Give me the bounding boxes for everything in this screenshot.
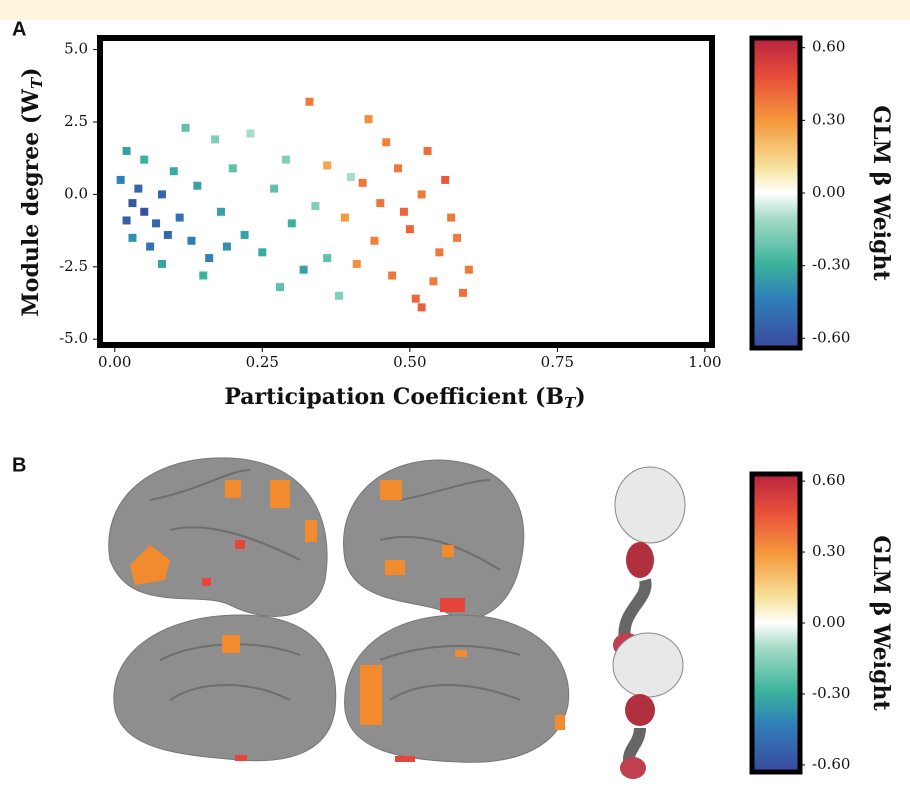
cell bbox=[270, 185, 278, 193]
x-tick-label: 0.75 bbox=[541, 353, 574, 371]
cell bbox=[435, 248, 443, 256]
cell bbox=[140, 208, 148, 216]
cell bbox=[406, 225, 414, 233]
y-tick-label: -5.0 bbox=[59, 329, 88, 347]
cell bbox=[376, 199, 384, 207]
cell bbox=[211, 135, 219, 143]
cell bbox=[424, 147, 432, 155]
cell bbox=[170, 167, 178, 175]
x-tick-label: 0.25 bbox=[246, 353, 279, 371]
cell bbox=[140, 156, 148, 164]
y-tick-label: 2.5 bbox=[64, 112, 88, 130]
cell bbox=[429, 277, 437, 285]
cell bbox=[241, 231, 249, 239]
x-tick-label: 1.00 bbox=[688, 353, 721, 371]
cell bbox=[128, 199, 136, 207]
cell bbox=[323, 254, 331, 262]
colorbar-tick-label: 0.00 bbox=[812, 183, 845, 201]
cell bbox=[347, 173, 355, 181]
colorbar-tick-label: 0.60 bbox=[812, 471, 845, 489]
colorbar-tick-label: 0.60 bbox=[812, 38, 845, 56]
panel-letter: B bbox=[12, 454, 26, 476]
cell bbox=[441, 176, 449, 184]
cell bbox=[187, 237, 195, 245]
cell bbox=[382, 138, 390, 146]
cell bbox=[246, 130, 254, 138]
colorbar-label: GLM β Weight bbox=[868, 105, 894, 281]
figure: A B Participation Coefficient (BT) Modul… bbox=[0, 0, 910, 790]
panel-letter: A bbox=[12, 18, 26, 40]
x-tick-label: 0.50 bbox=[393, 353, 426, 371]
cell bbox=[229, 164, 237, 172]
cell bbox=[370, 237, 378, 245]
plot-marks bbox=[117, 98, 473, 312]
cell bbox=[164, 231, 172, 239]
colorbar-tick-label: 0.30 bbox=[812, 110, 845, 128]
colorbar-tick-label: -0.30 bbox=[812, 256, 850, 274]
colorbar-tick-label: -0.60 bbox=[812, 755, 850, 773]
y-axis-label: Module degree (WT) bbox=[18, 67, 46, 316]
plot-frame bbox=[100, 38, 712, 345]
cell bbox=[418, 303, 426, 311]
y-tick-label: 5.0 bbox=[64, 40, 88, 58]
cell bbox=[447, 214, 455, 222]
x-tick-label: 0.00 bbox=[98, 353, 131, 371]
cell bbox=[394, 164, 402, 172]
colorbar-tick-label: 0.30 bbox=[812, 542, 845, 560]
cell bbox=[459, 289, 467, 297]
colorbar bbox=[752, 38, 800, 348]
cell bbox=[341, 214, 349, 222]
cell bbox=[465, 266, 473, 274]
cell bbox=[300, 266, 308, 274]
cell bbox=[223, 243, 231, 251]
colorbar-tick-label: 0.00 bbox=[812, 613, 845, 631]
cell bbox=[288, 219, 296, 227]
cell bbox=[123, 147, 131, 155]
cell bbox=[193, 182, 201, 190]
cell bbox=[128, 234, 136, 242]
colorbar-tick-label: -0.30 bbox=[812, 684, 850, 702]
colorbar bbox=[752, 474, 800, 772]
top-band bbox=[0, 0, 910, 20]
cell bbox=[152, 219, 160, 227]
cell bbox=[323, 161, 331, 169]
y-tick-label: -2.5 bbox=[59, 257, 88, 275]
colorbar-tick-label: -0.60 bbox=[812, 328, 850, 346]
cell bbox=[158, 260, 166, 268]
cell bbox=[123, 216, 131, 224]
cell bbox=[146, 243, 154, 251]
cell bbox=[134, 185, 142, 193]
x-axis-label: Participation Coefficient (BT) bbox=[224, 384, 585, 412]
cell bbox=[353, 260, 361, 268]
cell bbox=[359, 179, 367, 187]
cell bbox=[388, 271, 396, 279]
cell bbox=[306, 98, 314, 106]
cell bbox=[276, 283, 284, 291]
cell bbox=[205, 254, 213, 262]
cell bbox=[117, 176, 125, 184]
cell bbox=[199, 271, 207, 279]
cell bbox=[182, 124, 190, 132]
cell bbox=[176, 214, 184, 222]
cell bbox=[311, 202, 319, 210]
colorbar-label: GLM β Weight bbox=[868, 535, 894, 711]
cell bbox=[158, 190, 166, 198]
y-tick-label: 0.0 bbox=[64, 184, 88, 202]
cell bbox=[335, 292, 343, 300]
cell bbox=[258, 248, 266, 256]
cell bbox=[400, 208, 408, 216]
cell bbox=[217, 208, 225, 216]
cell bbox=[282, 156, 290, 164]
brain-images bbox=[109, 458, 685, 779]
cell bbox=[453, 234, 461, 242]
cell bbox=[418, 190, 426, 198]
cell bbox=[412, 295, 420, 303]
cell bbox=[365, 115, 373, 123]
